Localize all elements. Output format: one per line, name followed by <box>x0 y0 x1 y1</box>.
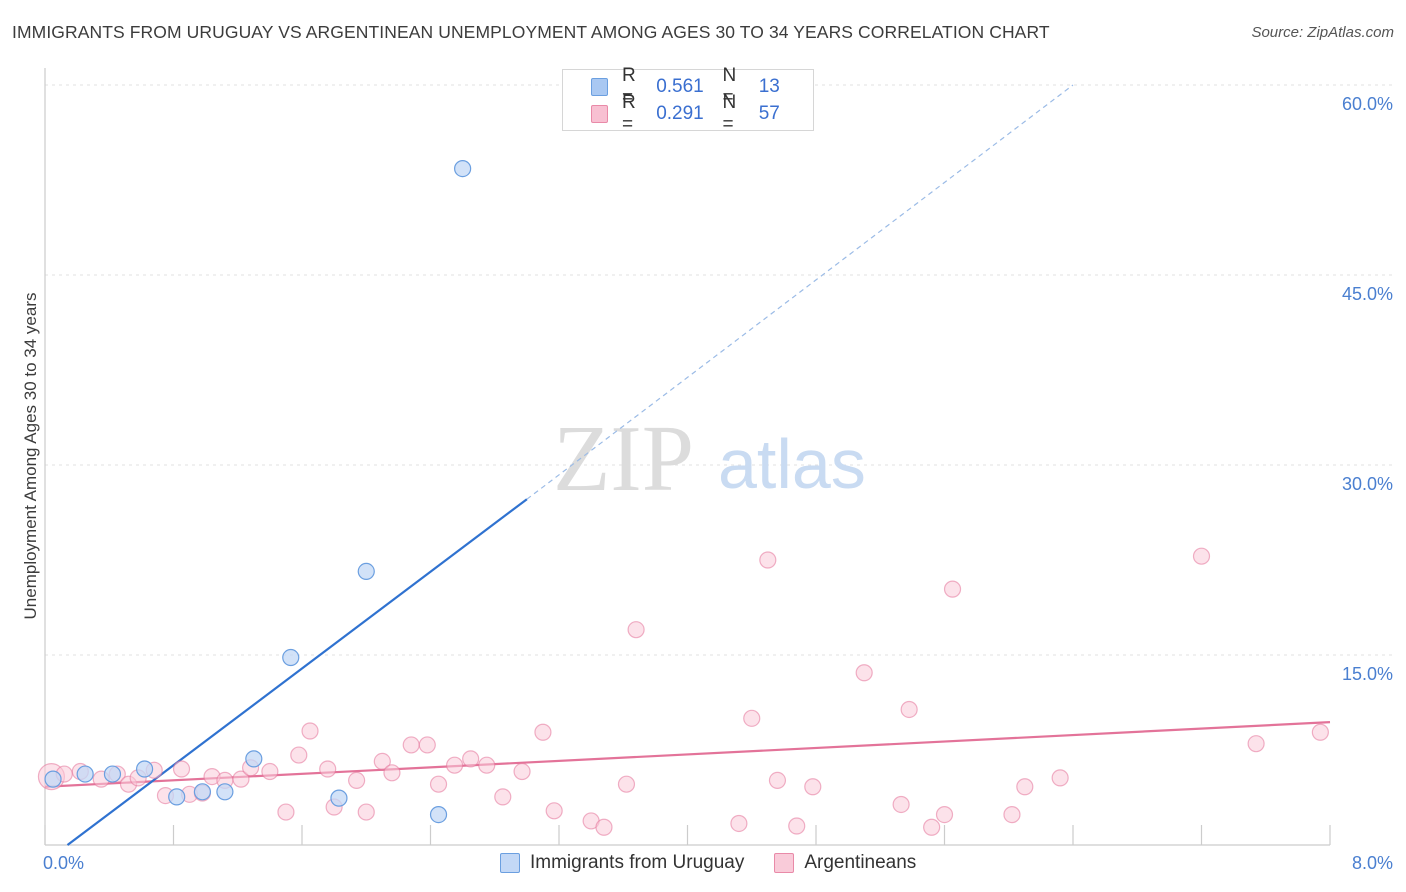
point-argentineans <box>357 803 375 821</box>
point-argentineans <box>534 723 552 741</box>
legend-swatch-uruguay <box>591 78 608 96</box>
point-argentineans <box>804 778 822 796</box>
point-argentineans <box>373 752 391 771</box>
series-label-argentineans: Argentineans <box>804 852 917 873</box>
y-tick-label: 45.0% <box>1342 284 1393 304</box>
point-argentineans <box>627 621 645 639</box>
x-tick-label: 8.0% <box>1352 853 1393 873</box>
point-argentineans <box>513 762 531 781</box>
legend-r-label: R = <box>621 92 636 135</box>
point-argentineans <box>301 722 319 740</box>
point-argentineans <box>494 788 512 806</box>
point-argentineans <box>445 756 464 774</box>
trendline-uruguay <box>66 498 528 846</box>
watermark: ZIP atlas <box>553 407 866 511</box>
point-argentineans <box>429 775 448 793</box>
legend-r-value: 0.561 <box>656 76 704 97</box>
y-tick-label: 15.0% <box>1342 664 1393 684</box>
tick-labels: 15.0% 30.0% 45.0% 60.0% 0.0% 8.0% <box>43 94 1393 873</box>
point-argentineans <box>1051 769 1069 787</box>
point-argentineans <box>232 770 250 788</box>
trendline-uruguay-extension <box>526 84 1074 500</box>
legend-row-argentineans: R = 0.291 N = 57 <box>591 92 813 135</box>
point-uruguay <box>245 750 263 768</box>
y-tick-label: 30.0% <box>1342 474 1393 494</box>
point-argentineans <box>923 818 941 836</box>
point-argentineans <box>892 795 910 814</box>
point-uruguay <box>135 760 154 778</box>
series-legend-argentineans: Argentineans <box>774 852 916 874</box>
series-swatch-argentineans <box>774 853 795 873</box>
point-argentineans <box>730 814 748 833</box>
point-argentineans <box>1016 778 1034 796</box>
point-argentineans <box>348 771 366 790</box>
legend-r-label: R = <box>621 65 636 108</box>
x-tick-label: 0.0% <box>43 853 84 873</box>
point-argentineans <box>900 700 918 719</box>
point-argentineans <box>402 736 420 754</box>
point-argentineans <box>462 750 480 768</box>
point-argentineans <box>261 762 279 781</box>
point-argentineans <box>759 551 777 569</box>
point-uruguay <box>193 783 212 801</box>
axes <box>44 68 1331 846</box>
source-label: Source: ZipAtlas.com <box>1251 24 1394 41</box>
point-uruguay <box>282 648 300 667</box>
point-argentineans <box>290 746 308 764</box>
point-argentineans <box>418 736 436 754</box>
point-argentineans <box>943 580 962 598</box>
point-argentineans <box>1003 805 1021 824</box>
point-uruguay <box>44 770 62 788</box>
point-uruguay <box>454 160 472 178</box>
series-swatch-uruguay <box>500 853 520 873</box>
y-axis-label: Unemployment Among Ages 30 to 34 years <box>21 293 40 620</box>
point-uruguay <box>330 789 348 807</box>
point-argentineans <box>277 803 295 821</box>
point-uruguay <box>357 562 375 581</box>
point-uruguay <box>429 805 448 824</box>
legend-n-value: 13 <box>758 76 780 97</box>
trendline-argentineans <box>44 721 1331 788</box>
legend-n-label: N = <box>722 65 737 108</box>
correlation-legend: R = 0.561 N = 13 R = 0.291 N = 57 <box>562 65 814 135</box>
point-argentineans <box>1311 723 1329 741</box>
point-argentineans <box>478 756 496 774</box>
legend-swatch-argentineans <box>591 105 608 123</box>
point-uruguay <box>168 788 186 806</box>
series-label-uruguay: Immigrants from Uruguay <box>530 852 745 873</box>
series-legend-uruguay: Immigrants from Uruguay <box>500 852 744 874</box>
legend-n-label: N = <box>722 92 737 135</box>
gridlines <box>45 84 1395 656</box>
point-argentineans <box>1247 735 1265 753</box>
point-argentineans <box>768 771 787 790</box>
point-uruguay <box>76 765 94 783</box>
point-argentineans <box>1192 547 1211 565</box>
series-legend: Immigrants from Uruguay Argentineans <box>500 852 946 874</box>
y-tick-label: 60.0% <box>1342 94 1393 114</box>
point-argentineans <box>743 709 761 727</box>
point-argentineans <box>319 760 337 778</box>
legend-row-uruguay: R = 0.561 N = 13 <box>591 65 813 108</box>
point-argentineans <box>617 775 636 793</box>
watermark-zip: ZIP <box>553 407 694 511</box>
point-argentineans <box>383 764 401 782</box>
point-uruguay <box>216 783 234 801</box>
point-argentineans <box>172 760 191 778</box>
chart-title: IMMIGRANTS FROM URUGUAY VS ARGENTINEAN U… <box>12 22 1050 42</box>
watermark-atlas: atlas <box>718 425 866 503</box>
point-uruguay <box>103 765 122 783</box>
point-argentineans <box>595 818 613 836</box>
point-argentineans <box>935 805 954 824</box>
data-points <box>37 160 1329 836</box>
trendlines <box>44 84 1331 846</box>
point-argentineans <box>788 817 806 835</box>
point-argentineans <box>545 802 563 820</box>
legend-n-value: 57 <box>758 103 780 124</box>
legend-r-value: 0.291 <box>656 103 704 124</box>
point-argentineans <box>855 664 873 682</box>
